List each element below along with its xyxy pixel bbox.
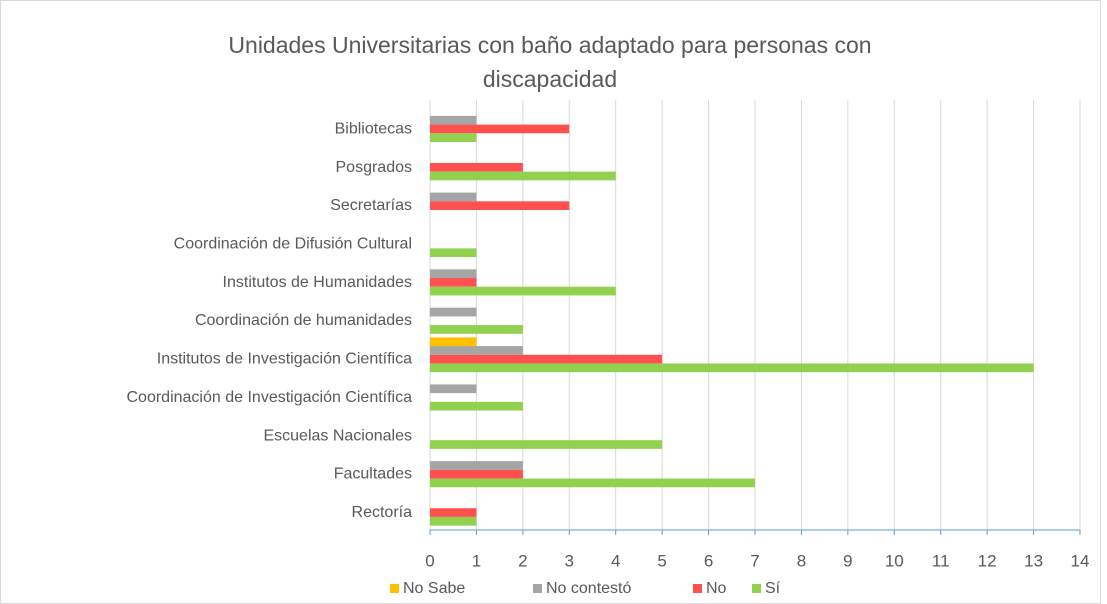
- y-tick-label: Institutos de Investigación Científica: [157, 351, 412, 368]
- bar: [430, 461, 523, 470]
- y-tick-label: Facultades: [334, 466, 412, 483]
- y-tick-label: Coordinación de Investigación Científica: [127, 389, 413, 406]
- x-tick-label: 7: [750, 551, 759, 570]
- x-tick-label: 6: [704, 551, 713, 570]
- y-tick-label: Escuelas Nacionales: [263, 427, 412, 444]
- legend-label: Sí: [765, 580, 781, 597]
- legend-swatch: [533, 584, 542, 593]
- bar: [430, 384, 477, 394]
- bar: [430, 278, 477, 287]
- bar: [430, 516, 477, 526]
- x-tick-label: 11: [932, 551, 950, 570]
- x-tick-label: 13: [1024, 551, 1043, 570]
- x-tick-label: 0: [425, 551, 434, 570]
- legend-label: No: [706, 580, 727, 597]
- bar: [430, 363, 1034, 373]
- bar: [430, 201, 570, 211]
- y-tick-label: Institutos de Humanidades: [223, 274, 412, 291]
- bar: [430, 286, 616, 296]
- y-tick-label: Coordinación de humanidades: [195, 312, 412, 329]
- bar: [430, 115, 477, 125]
- bar: [430, 171, 616, 181]
- y-tick-label: Secretarías: [330, 197, 412, 214]
- bar: [430, 508, 477, 517]
- bar: [430, 124, 570, 134]
- bar: [430, 440, 663, 449]
- x-tick-label: 14: [1071, 551, 1090, 570]
- legend-swatch: [693, 584, 702, 593]
- bar: [430, 162, 523, 172]
- legend-swatch: [390, 584, 399, 593]
- bar: [430, 307, 477, 317]
- x-tick-label: 9: [843, 551, 852, 570]
- legend-label: No contestó: [546, 580, 631, 597]
- x-tick-label: 10: [885, 551, 904, 570]
- y-tick-label: Coordinación de Difusión Cultural: [174, 235, 412, 252]
- x-tick-label: 2: [518, 551, 527, 570]
- bar: [430, 469, 523, 479]
- y-tick-label: Posgrados: [336, 159, 413, 176]
- x-tick-label: 12: [978, 551, 997, 570]
- bar: [430, 337, 477, 347]
- x-tick-label: 1: [472, 551, 481, 570]
- y-tick-label: Bibliotecas: [335, 120, 412, 137]
- bar: [430, 133, 477, 142]
- legend-label: No Sabe: [403, 580, 465, 597]
- bar: [430, 192, 477, 202]
- x-tick-label: 4: [611, 551, 620, 570]
- legend-swatch: [752, 584, 761, 593]
- bar: [430, 401, 523, 411]
- x-tick-label: 8: [797, 551, 806, 570]
- bar: [430, 269, 477, 279]
- x-tick-label: 3: [565, 551, 574, 570]
- y-tick-label: Rectoría: [352, 504, 413, 521]
- x-tick-label: 5: [657, 551, 666, 570]
- bar: [430, 478, 755, 488]
- bar: [430, 248, 477, 258]
- bar: [430, 325, 523, 334]
- chart-title: Unidades Universitarias con baño adaptad…: [228, 32, 872, 92]
- bar: [430, 354, 663, 364]
- bar: [430, 346, 523, 355]
